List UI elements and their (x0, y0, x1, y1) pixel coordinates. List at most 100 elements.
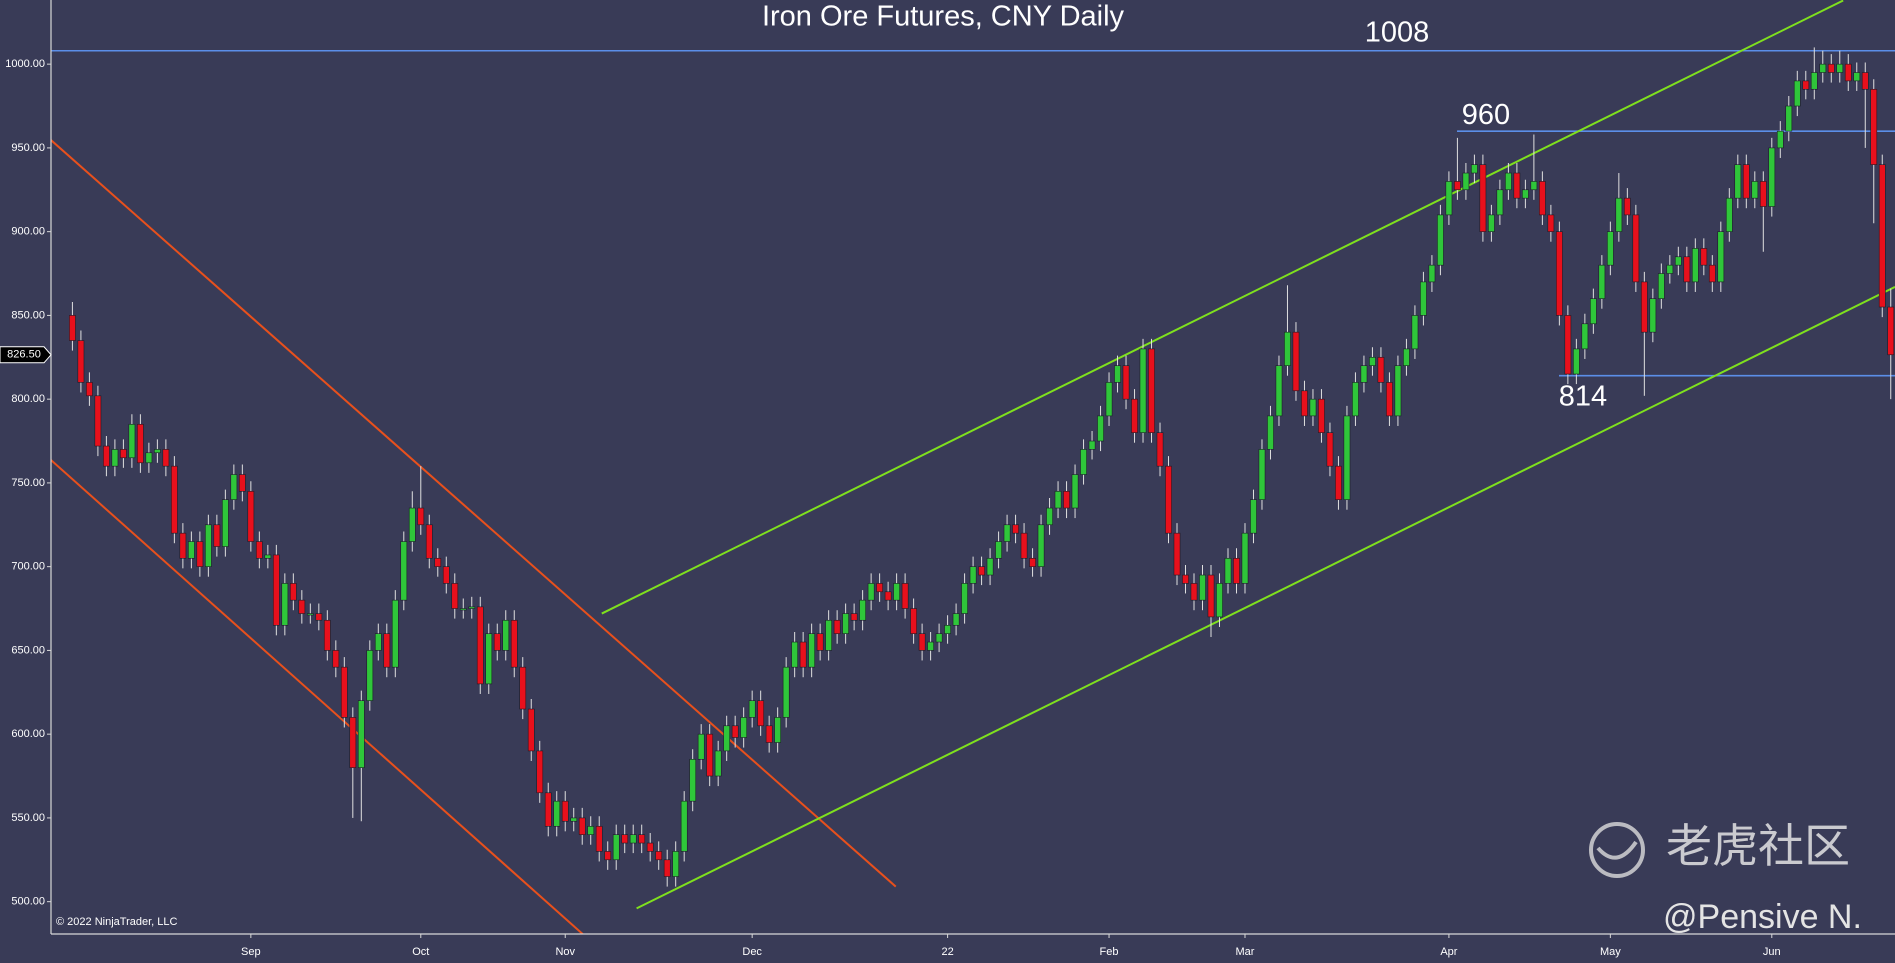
candle-body (1360, 365, 1368, 383)
candle-body (1250, 499, 1257, 534)
candle-body (1012, 524, 1019, 534)
candle-body (1403, 348, 1410, 366)
candle-body (1182, 574, 1189, 584)
annotations (51, 0, 1895, 934)
candle-body (612, 834, 620, 861)
candle-body (1700, 248, 1708, 266)
candle-body (1301, 390, 1308, 417)
candle-body (1878, 164, 1886, 308)
candle-body (1139, 348, 1147, 433)
candle-body (1241, 532, 1249, 584)
candle-body (1369, 356, 1376, 366)
level-label: 960 (1462, 99, 1510, 131)
candle-body (1267, 415, 1274, 450)
candle-body (476, 606, 484, 685)
y-tick-label: 950.00 (11, 142, 45, 154)
candle-body (1725, 197, 1733, 232)
x-tick-label: May (1600, 946, 1621, 958)
candle-body (553, 800, 561, 827)
candle-body (332, 650, 340, 668)
x-tick-label: Feb (1100, 946, 1119, 958)
trend-line (636, 286, 1895, 910)
candle-body (527, 708, 535, 752)
candle-body (86, 382, 93, 397)
candle-body (961, 583, 968, 614)
candle-body (808, 633, 816, 668)
candle-body (272, 554, 280, 626)
candle-body (1088, 440, 1096, 450)
candle-body (1471, 164, 1478, 174)
candle-body (137, 423, 144, 464)
candle-body (1309, 398, 1317, 417)
candle-body (1556, 231, 1563, 316)
candle-body (1080, 449, 1087, 475)
candle-body (459, 608, 467, 611)
candle-body (978, 566, 985, 576)
candle-body (544, 792, 552, 827)
y-tick-label: 600.00 (11, 728, 45, 740)
candle-body (1564, 315, 1572, 375)
candle-body (952, 613, 960, 626)
candle-body (1785, 105, 1793, 132)
candle-body (1606, 231, 1614, 266)
y-tick-label: 750.00 (11, 477, 45, 489)
candle-body (1581, 323, 1589, 350)
candle-body (451, 583, 459, 609)
candle-body (289, 583, 297, 601)
candle-body (680, 800, 688, 852)
candle-body (1802, 80, 1810, 90)
candle-body (510, 619, 518, 668)
candle-body (103, 445, 110, 467)
y-tick-label: 800.00 (11, 393, 45, 405)
candle-body (315, 613, 323, 621)
author: @Pensive N. (1663, 898, 1862, 936)
candle-body (689, 758, 697, 802)
candle-body (1708, 264, 1716, 283)
candle-body (1165, 465, 1172, 534)
candle-body (1598, 264, 1606, 299)
candle-body (1258, 449, 1266, 500)
trend-line (51, 138, 897, 888)
candle-body (502, 619, 510, 651)
candle-body (1275, 365, 1283, 417)
candle-body (1105, 382, 1113, 417)
candle-body (1037, 524, 1045, 567)
candle-body (1394, 365, 1402, 417)
candle-body (1488, 214, 1495, 232)
candle-body (366, 650, 374, 701)
candle-body (1173, 532, 1181, 576)
candle-body (255, 541, 263, 559)
candle-body (663, 859, 671, 877)
candle-body (1292, 331, 1300, 392)
candle-body (94, 395, 102, 447)
candle-body (1343, 415, 1351, 500)
candle-body (1623, 197, 1631, 216)
candle-body (230, 474, 238, 500)
y-tick-label: 1000.00 (5, 58, 45, 70)
candle-body (757, 700, 765, 727)
x-tick-label: Oct (412, 946, 429, 958)
candle-body (162, 449, 170, 467)
candle-body (1751, 181, 1759, 199)
candle-body (927, 641, 934, 651)
price-marker-label: 826.50 (7, 349, 41, 361)
x-tick-label: Nov (555, 946, 575, 958)
candle-body (213, 524, 221, 547)
candle-body (1335, 465, 1342, 500)
candle-body (1207, 574, 1215, 618)
candle-body (247, 490, 255, 542)
candle-body (188, 541, 195, 559)
candle-body (1530, 181, 1538, 191)
candle-body (595, 825, 603, 852)
y-tick-label: 650.00 (11, 644, 45, 656)
candle-body (171, 465, 178, 534)
candle-body (1870, 88, 1878, 165)
candle-body (638, 834, 646, 844)
candle-body (179, 532, 187, 559)
copyright: © 2022 NinjaTrader, LLC (56, 916, 177, 928)
level-label: 814 (1559, 380, 1607, 412)
candle-body (748, 700, 756, 718)
candle-body (69, 315, 76, 341)
candle-body (1063, 490, 1070, 509)
candle-body (816, 633, 824, 651)
